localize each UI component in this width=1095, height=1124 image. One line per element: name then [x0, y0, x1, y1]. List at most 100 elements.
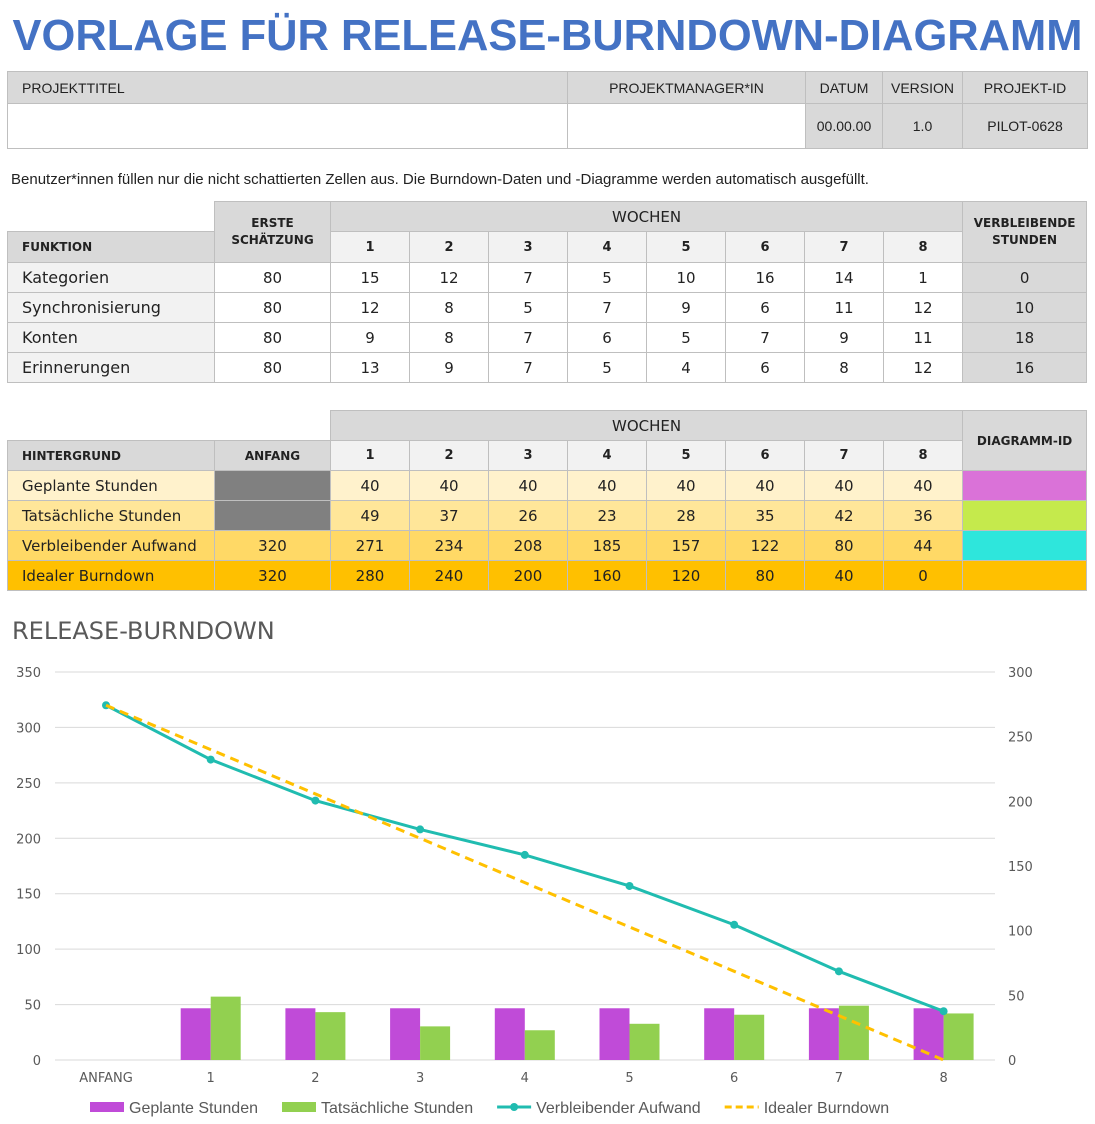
feature-name[interactable]: Konten	[7, 322, 215, 353]
data-point	[834, 967, 843, 976]
y-right-tick-label: 300	[1008, 666, 1033, 681]
hours-cell[interactable]: 4	[646, 352, 726, 383]
hours-cell[interactable]: 5	[567, 262, 647, 293]
y-left-tick-label: 300	[16, 721, 41, 736]
hours-cell[interactable]: 7	[488, 262, 568, 293]
hours-cell[interactable]: 12	[330, 292, 410, 323]
week-header: 5	[646, 231, 726, 263]
estimate-cell[interactable]: 80	[214, 292, 331, 323]
hours-cell[interactable]: 5	[646, 322, 726, 353]
week-header: 5	[646, 440, 726, 471]
week-header: 8	[882, 440, 964, 471]
value-cell: 240	[409, 560, 489, 591]
hours-cell[interactable]: 7	[567, 292, 647, 323]
feature-row: Erinnerungen 80 13 9 7 5 4 6 8 12 16	[7, 352, 1088, 383]
header-erste-schaetzung: ERSTE SCHÄTZUNG	[214, 201, 331, 263]
feature-row: Synchronisierung 80 12 8 5 7 9 6 11 12 10	[7, 292, 1088, 323]
hours-cell[interactable]: 5	[567, 352, 647, 383]
header-wochen: WOCHEN	[329, 410, 964, 441]
hours-cell[interactable]: 10	[646, 262, 726, 293]
hours-cell[interactable]: 8	[409, 322, 489, 353]
value-cell: 23	[567, 500, 647, 531]
remaining-cell: 0	[962, 262, 1088, 293]
x-tick-label: 3	[416, 1071, 424, 1086]
legend-label: Verbleibender Aufwand	[536, 1100, 701, 1117]
empty-cell	[7, 410, 331, 441]
diagram-id-swatch	[962, 530, 1088, 561]
hours-cell[interactable]: 9	[409, 352, 489, 383]
x-tick-label: 4	[521, 1071, 529, 1086]
hours-cell[interactable]: 11	[882, 322, 964, 353]
hours-cell[interactable]: 8	[804, 352, 884, 383]
datum-field[interactable]: 00.00.00	[805, 103, 883, 149]
data-point	[416, 825, 425, 834]
hours-cell[interactable]: 11	[804, 292, 884, 323]
start-cell: 320	[214, 560, 331, 591]
value-cell: 280	[330, 560, 410, 591]
header-projektmanager: PROJEKTMANAGER*IN	[567, 71, 806, 104]
remaining-cell: 16	[962, 352, 1088, 383]
feature-name[interactable]: Kategorien	[7, 262, 215, 293]
hours-cell[interactable]: 5	[488, 292, 568, 323]
estimate-cell[interactable]: 80	[214, 262, 331, 293]
legend-marker	[510, 1103, 519, 1111]
bar-tatsächliche-stunden	[420, 1026, 451, 1060]
diagram-id-swatch	[962, 500, 1088, 531]
bar-tatsächliche-stunden	[210, 996, 241, 1060]
y-right-tick-label: 150	[1008, 860, 1033, 875]
legend-label: Geplante Stunden	[129, 1100, 258, 1117]
bar-tatsächliche-stunden	[629, 1023, 660, 1060]
hours-cell[interactable]: 13	[330, 352, 410, 383]
hours-cell[interactable]: 9	[804, 322, 884, 353]
week-header: 1	[330, 440, 410, 471]
projekt-id-field[interactable]: PILOT-0628	[962, 103, 1088, 149]
x-tick-label: ANFANG	[79, 1071, 133, 1086]
version-field[interactable]: 1.0	[882, 103, 963, 149]
hours-cell[interactable]: 15	[330, 262, 410, 293]
value-cell: 80	[725, 560, 805, 591]
bar-geplante-stunden	[599, 1008, 630, 1060]
value-cell: 200	[488, 560, 568, 591]
value-cell: 40	[804, 560, 884, 591]
hours-cell[interactable]: 6	[567, 322, 647, 353]
hours-cell[interactable]: 12	[882, 292, 964, 323]
estimate-cell[interactable]: 80	[214, 352, 331, 383]
background-table: WOCHEN DIAGRAMM-ID HINTERGRUND ANFANG 1 2 3 4 5 6…	[7, 410, 1088, 591]
week-header: 1	[330, 231, 410, 263]
bar-geplante-stunden	[704, 1008, 735, 1060]
value-cell: 185	[567, 530, 647, 561]
y-right-tick-label: 50	[1008, 989, 1025, 1004]
value-cell: 208	[488, 530, 568, 561]
background-row: Idealer Burndown 320 280 240 200 160 120 80 40 0	[7, 560, 1088, 591]
feature-row: Konten 80 9 8 7 6 5 7 9 11 18	[7, 322, 1088, 353]
y-left-tick-label: 0	[33, 1054, 41, 1069]
hours-cell[interactable]: 12	[882, 352, 964, 383]
hours-cell[interactable]: 7	[725, 322, 805, 353]
hours-cell[interactable]: 6	[725, 352, 805, 383]
hours-cell[interactable]: 14	[804, 262, 884, 293]
feature-name[interactable]: Synchronisierung	[7, 292, 215, 323]
week-header: 6	[725, 440, 805, 471]
hours-cell[interactable]: 1	[882, 262, 964, 293]
bar-tatsächliche-stunden	[315, 1012, 346, 1060]
value-cell: 26	[488, 500, 568, 531]
projekttitel-field[interactable]	[7, 103, 568, 149]
hours-cell[interactable]: 12	[409, 262, 489, 293]
hours-cell[interactable]: 6	[725, 292, 805, 323]
header-datum: DATUM	[805, 71, 883, 104]
instructions-note: Benutzer*innen füllen nur die nicht scha…	[11, 171, 869, 188]
projektmanager-field[interactable]	[567, 103, 806, 149]
hours-cell[interactable]: 9	[330, 322, 410, 353]
hours-cell[interactable]: 7	[488, 352, 568, 383]
legend-label: Tatsächliche Stunden	[321, 1100, 473, 1117]
value-cell: 120	[646, 560, 726, 591]
feature-name[interactable]: Erinnerungen	[7, 352, 215, 383]
value-cell: 40	[488, 470, 568, 501]
hours-cell[interactable]: 9	[646, 292, 726, 323]
hours-cell[interactable]: 16	[725, 262, 805, 293]
bar-geplante-stunden	[913, 1008, 944, 1060]
hours-cell[interactable]: 7	[488, 322, 568, 353]
value-cell: 80	[804, 530, 884, 561]
hours-cell[interactable]: 8	[409, 292, 489, 323]
estimate-cell[interactable]: 80	[214, 322, 331, 353]
